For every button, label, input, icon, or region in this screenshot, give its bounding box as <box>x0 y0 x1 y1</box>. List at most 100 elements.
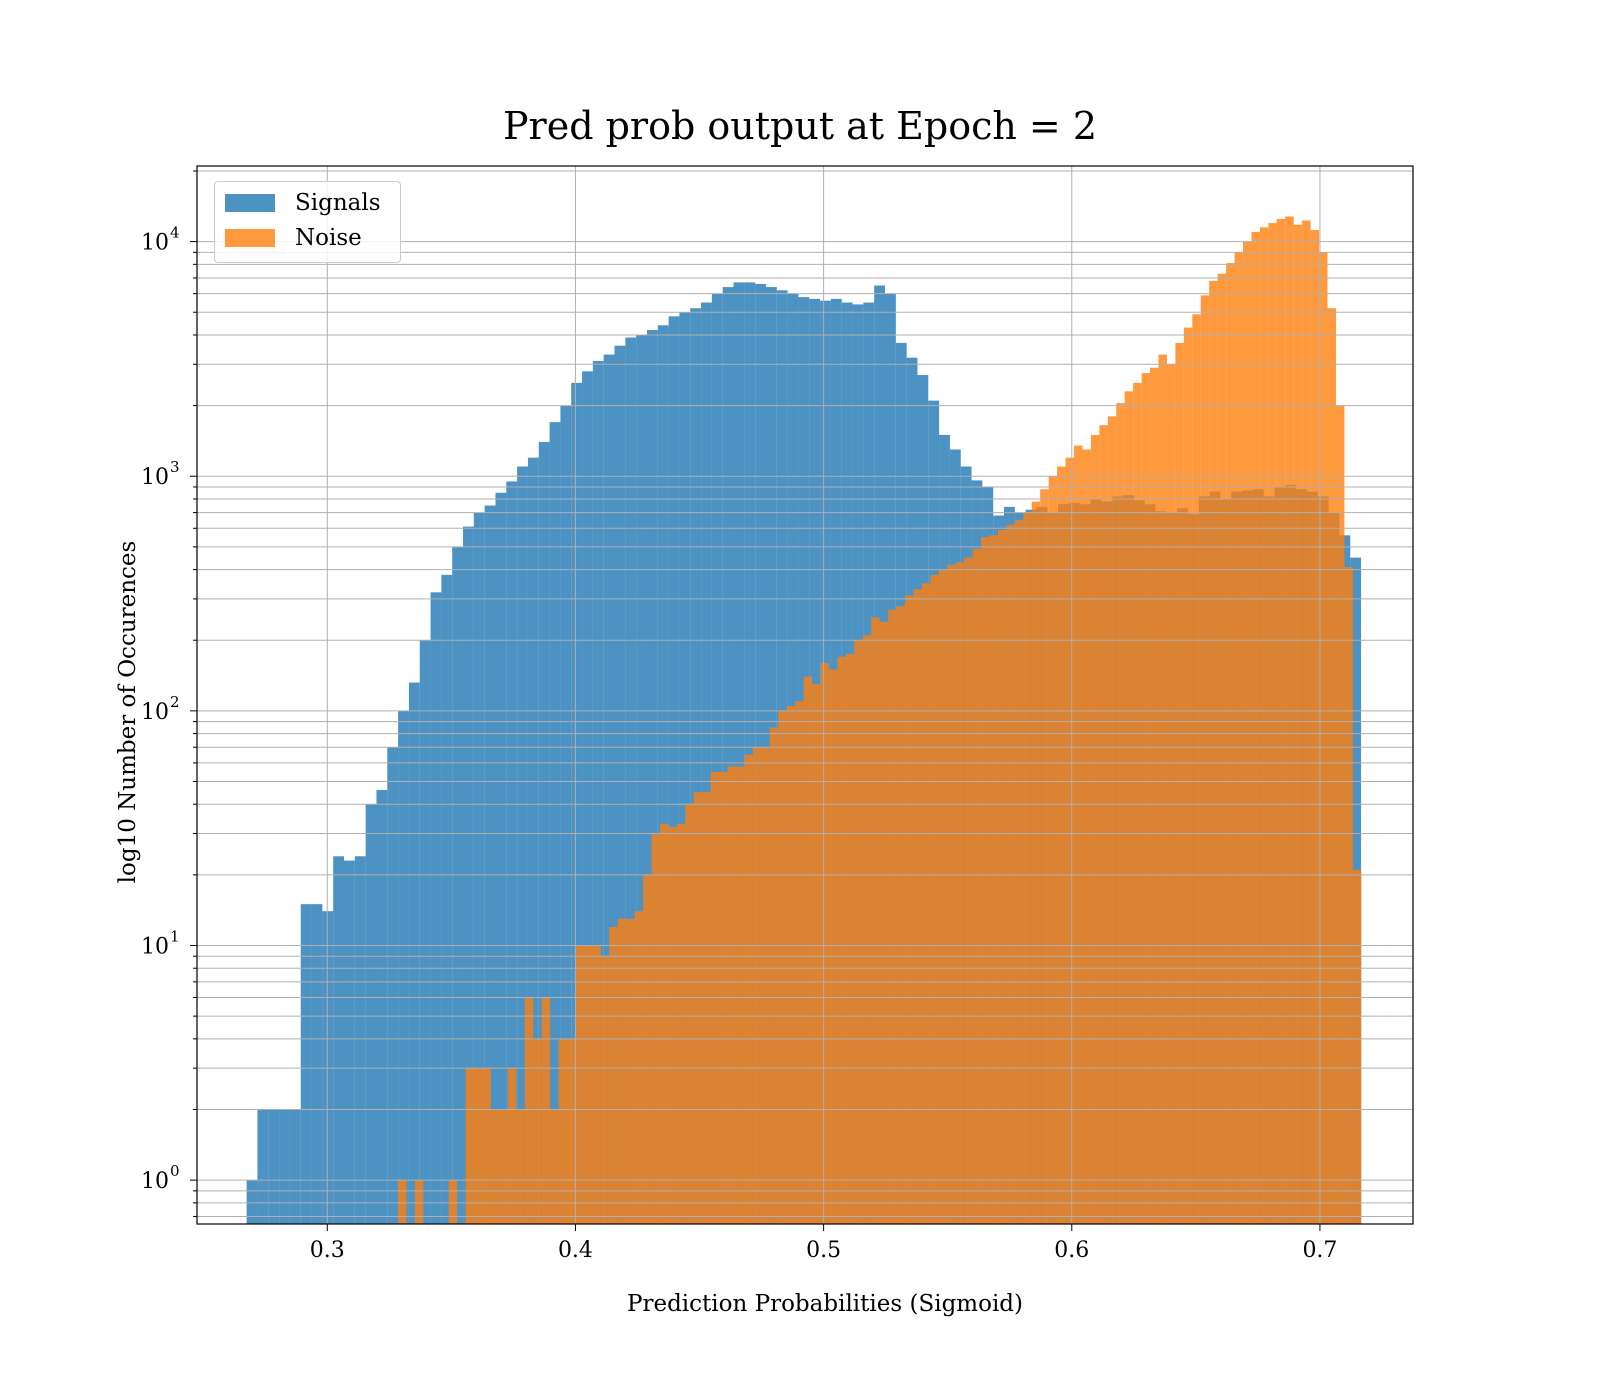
bar-noise <box>1074 445 1083 1224</box>
bar-noise <box>1048 476 1058 1224</box>
bar-noise <box>550 1109 559 1224</box>
bar-noise <box>507 1068 517 1224</box>
bar-noise <box>659 823 669 1224</box>
bar-signals <box>279 1109 290 1224</box>
bar-noise <box>583 945 593 1224</box>
bar-noise <box>1150 367 1159 1225</box>
bar-signals <box>376 789 388 1224</box>
bar-noise <box>1031 501 1041 1224</box>
bar-noise <box>1175 342 1184 1224</box>
bar-noise <box>744 754 753 1224</box>
bar-noise <box>1116 403 1125 1224</box>
y-axis-label: log10 Number of Occurences <box>115 540 141 884</box>
bar-noise <box>1040 489 1049 1225</box>
bar-noise <box>1200 295 1210 1224</box>
legend-swatch-signals <box>225 194 275 212</box>
bar-signals <box>571 382 583 1224</box>
bar-signals <box>408 682 420 1224</box>
bar-noise <box>685 804 694 1224</box>
bar-noise <box>786 705 796 1224</box>
legend-label-signals: Signals <box>295 190 381 216</box>
bar-signals <box>733 282 745 1225</box>
bar-noise <box>778 710 787 1224</box>
bar-noise <box>516 1109 525 1224</box>
bar-signals <box>722 287 734 1225</box>
bar-signals <box>506 481 518 1225</box>
bar-signals <box>614 345 626 1224</box>
bar-signals <box>517 466 528 1224</box>
bar-signals <box>311 904 323 1224</box>
bar-noise <box>414 1180 424 1224</box>
x-tick-label: 0.5 <box>806 1238 841 1263</box>
bar-signals <box>441 574 453 1224</box>
bar-noise <box>600 956 610 1224</box>
bar-signals <box>419 640 431 1224</box>
bar-noise <box>1234 252 1244 1224</box>
bar-signals <box>603 354 615 1225</box>
bar-noise <box>1090 434 1100 1224</box>
bar-noise <box>490 1109 500 1224</box>
bar-noise <box>1243 241 1252 1224</box>
legend-item-noise: Noise <box>225 225 362 251</box>
bar-signals <box>333 856 345 1224</box>
bar-noise <box>634 911 644 1224</box>
bar-signals <box>452 546 464 1224</box>
bar-noise <box>1268 223 1277 1225</box>
bar-noise <box>1310 230 1320 1225</box>
bar-signals <box>246 1180 258 1224</box>
bar-noise <box>1319 252 1328 1224</box>
y-tick-label: 10 <box>141 231 169 256</box>
bar-noise <box>981 537 990 1224</box>
bar-noise <box>820 662 829 1224</box>
bar-signals <box>495 492 507 1224</box>
bar-noise <box>1107 416 1117 1224</box>
bar-noise <box>474 1068 483 1224</box>
bar-noise <box>1124 391 1134 1224</box>
bar-noise <box>752 747 762 1224</box>
bar-noise <box>1226 263 1235 1225</box>
y-tick-exponent: 1 <box>170 927 180 945</box>
series-noise <box>398 216 1362 1225</box>
bar-noise <box>1014 520 1024 1224</box>
bar-noise <box>524 997 534 1224</box>
bar-noise <box>592 945 601 1224</box>
bar-noise <box>888 609 897 1224</box>
bar-noise <box>1293 224 1303 1225</box>
bar-noise <box>921 583 931 1224</box>
bar-noise <box>795 701 804 1224</box>
y-tick-label: 10 <box>141 465 169 490</box>
bar-noise <box>1344 567 1353 1224</box>
bar-noise <box>1302 220 1311 1224</box>
legend-label-noise: Noise <box>295 225 362 251</box>
bar-signals <box>549 422 561 1225</box>
bar-noise <box>533 1038 542 1224</box>
bar-noise <box>676 823 686 1224</box>
bar-noise <box>972 548 982 1224</box>
bar-noise <box>1352 869 1362 1224</box>
bar-noise <box>964 557 973 1224</box>
bar-noise <box>558 1038 568 1224</box>
bar-signals <box>744 282 756 1225</box>
bar-noise <box>989 535 998 1224</box>
bar-noise <box>567 1038 576 1224</box>
bar-noise <box>702 792 711 1224</box>
bar-noise <box>769 727 779 1224</box>
bar-noise <box>1166 364 1176 1225</box>
bar-noise <box>938 569 948 1224</box>
bar-signals <box>527 457 539 1224</box>
x-tick-label: 0.6 <box>1054 1238 1089 1263</box>
bar-signals <box>398 710 409 1224</box>
bar-noise <box>955 562 965 1224</box>
bar-noise <box>1335 405 1345 1224</box>
bar-signals <box>430 592 442 1224</box>
chart-title: Pred prob output at Epoch = 2 <box>502 104 1098 148</box>
bar-noise <box>930 574 939 1224</box>
bar-noise <box>609 926 618 1224</box>
bar-noise <box>879 621 889 1224</box>
bar-noise <box>1057 466 1066 1224</box>
bar-noise <box>1192 314 1201 1224</box>
bar-signals <box>300 904 312 1224</box>
bar-noise <box>693 792 703 1224</box>
bar-noise <box>896 605 906 1224</box>
